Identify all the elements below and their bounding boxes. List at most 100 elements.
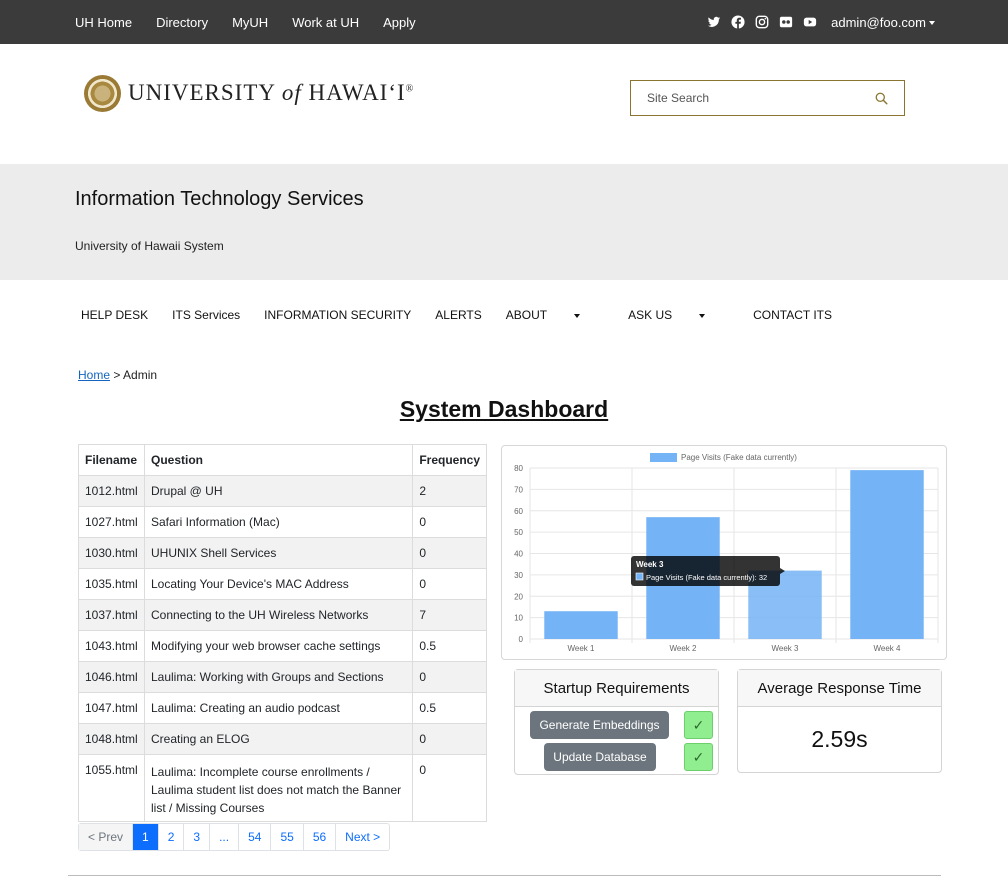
check-icon: ✓ [684,711,713,739]
nav-about[interactable]: ABOUT [506,308,604,322]
logo-registered: ® [405,83,415,95]
y-tick-label: 50 [514,528,523,537]
university-logo[interactable]: UNIVERSITY of HAWAI‘I® [84,74,414,112]
tooltip-label: Page Visits (Fake data currently): 32 [646,573,767,582]
cell-frequency: 7 [412,599,487,631]
breadcrumb: Home > Admin [78,368,157,382]
cell-question: UHUNIX Shell Services [143,537,414,569]
cell-filename: 1043.html [78,630,145,662]
y-tick-label: 10 [514,614,523,623]
user-menu[interactable]: admin@foo.com [831,15,935,30]
cell-question: Safari Information (Mac) [143,506,414,538]
update-database-button[interactable]: Update Database [544,743,656,771]
cell-filename: 1037.html [78,599,145,631]
logo-wordmark: UNIVERSITY of HAWAI‘I® [128,80,414,106]
cell-frequency: 0 [412,506,487,538]
top-link-myuh[interactable]: MyUH [232,14,269,30]
x-tick-label: Week 4 [874,644,902,653]
table-row: 1047.html Laulima: Creating an audio pod… [78,692,487,724]
y-tick-label: 30 [514,571,523,580]
top-link-work-at-uh[interactable]: Work at UH [292,14,360,30]
y-tick-label: 70 [514,485,523,494]
cell-filename: 1027.html [78,506,145,538]
top-link-directory[interactable]: Directory [156,14,209,30]
page-1[interactable]: 1 [133,824,159,850]
y-tick-label: 0 [519,635,524,644]
page-prev[interactable]: < Prev [79,824,134,850]
main-nav: HELP DESK ITS Services INFORMATION SECUR… [81,308,856,322]
cell-frequency: 0.5 [412,630,487,662]
bar-week-4 [850,470,924,639]
top-link-uh-home[interactable]: UH Home [75,14,133,30]
page-56[interactable]: 56 [304,824,337,850]
table-row: 1048.html Creating an ELOG 0 [78,723,487,755]
pagination: < Prev 1 2 3 ... 54 55 56 Next > [78,823,391,851]
cell-filename: 1055.html [78,754,145,822]
nav-help-desk[interactable]: HELP DESK [81,308,149,322]
cell-question: Locating Your Device's MAC Address [143,568,414,600]
site-subtitle: University of Hawaii System [75,239,224,253]
nav-contact-its[interactable]: CONTACT ITS [753,308,833,322]
cell-filename: 1048.html [78,723,145,755]
nav-about-label: ABOUT [505,308,548,322]
column-header-filename: Filename [78,444,145,476]
check-icon: ✓ [684,743,713,771]
average-response-title: Average Response Time [738,670,941,707]
x-tick-label: Week 3 [772,644,800,653]
table-row: 1043.html Modifying your web browser cac… [78,630,487,662]
top-right: admin@foo.com [707,0,935,44]
table-row: 1030.html UHUNIX Shell Services 0 [78,537,487,569]
nav-ask-us[interactable]: ASK US [628,308,729,322]
facebook-icon[interactable] [731,15,745,29]
table-row: 1035.html Locating Your Device's MAC Add… [78,568,487,600]
table-row: 1037.html Connecting to the UH Wireless … [78,599,487,631]
page-55[interactable]: 55 [271,824,304,850]
legend-swatch [650,453,677,462]
twitter-icon[interactable] [707,15,721,29]
page-3[interactable]: 3 [184,824,211,850]
cell-filename: 1012.html [78,475,145,507]
page-2[interactable]: 2 [159,824,185,850]
table-row: 1046.html Laulima: Working with Groups a… [78,661,487,693]
page-next[interactable]: Next > [345,830,381,844]
average-response-card: Average Response Time 2.59s [737,669,942,773]
logo-word-university: UNIVERSITY [128,80,276,105]
page-ellipsis[interactable]: ... [210,824,240,850]
x-tick-label: Week 2 [670,644,698,653]
breadcrumb-current: Admin [123,368,158,382]
bar-week-1 [544,611,618,639]
cell-question: Laulima: Creating an audio podcast [143,692,414,724]
site-title[interactable]: Information Technology Services [75,188,364,210]
flickr-icon[interactable] [779,15,793,29]
breadcrumb-home[interactable]: Home [78,368,111,382]
tooltip-swatch [635,572,644,581]
user-email: admin@foo.com [831,14,926,30]
cell-frequency: 2 [412,475,487,507]
top-link-apply[interactable]: Apply [383,14,416,30]
y-tick-label: 60 [514,507,523,516]
y-tick-label: 40 [514,550,523,559]
nav-information-security[interactable]: INFORMATION SECURITY [264,308,412,322]
search-input[interactable] [647,91,857,105]
column-header-question: Question [143,444,414,476]
cell-question: Laulima: Incomplete course enrollments /… [143,754,414,822]
search-icon[interactable] [875,92,888,105]
chevron-down-icon [574,313,581,318]
top-bar: UH Home Directory MyUH Work at UH Apply … [0,0,1008,44]
legend-label: Page Visits (Fake data currently) [681,453,797,462]
cell-frequency: 0.5 [412,692,487,724]
breadcrumb-separator: > [113,368,121,382]
generate-embeddings-button[interactable]: Generate Embeddings [530,711,669,739]
page-title: System Dashboard [399,396,609,422]
page-54[interactable]: 54 [239,824,272,850]
cell-frequency: 0 [412,661,487,693]
cell-filename: 1030.html [78,537,145,569]
nav-its-services[interactable]: ITS Services [172,308,241,322]
y-tick-label: 80 [514,464,523,473]
nav-alerts[interactable]: ALERTS [435,308,482,322]
youtube-icon[interactable] [803,15,817,29]
site-search [630,80,905,116]
x-tick-label: Week 1 [568,644,596,653]
uh-seal-icon [84,74,121,112]
instagram-icon[interactable] [755,15,769,29]
